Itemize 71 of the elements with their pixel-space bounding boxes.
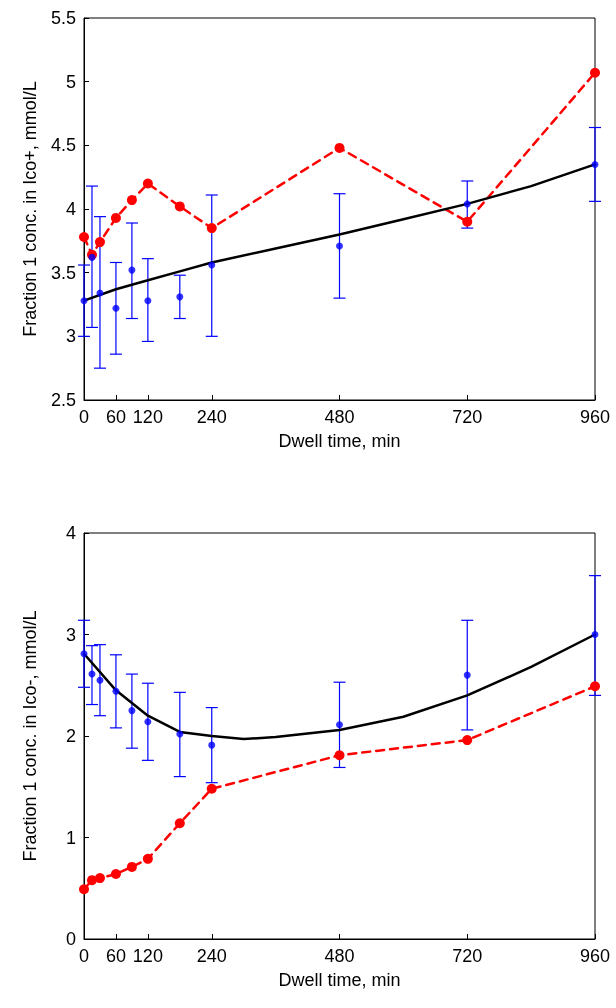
point bbox=[462, 216, 473, 227]
y-tick-label: 4 bbox=[65, 523, 76, 543]
point bbox=[144, 297, 152, 305]
point bbox=[79, 884, 89, 895]
x-tick-label: 120 bbox=[132, 946, 163, 966]
point bbox=[176, 730, 184, 738]
x-axis-title: Dwell time, min bbox=[278, 970, 401, 990]
point bbox=[590, 67, 600, 78]
point bbox=[142, 178, 153, 189]
x-axis-title: Dwell time, min bbox=[278, 431, 401, 451]
y-tick-label: 3 bbox=[65, 326, 76, 347]
point bbox=[590, 681, 600, 692]
point bbox=[463, 200, 471, 208]
y-axis-title: Fraction 1 conc. in Ico-, mmol/L bbox=[20, 610, 40, 862]
x-tick-label: 0 bbox=[78, 407, 90, 427]
y-tick-label: 2.5 bbox=[50, 390, 76, 410]
point bbox=[94, 873, 105, 884]
point bbox=[591, 631, 599, 638]
point bbox=[79, 232, 89, 243]
point bbox=[126, 195, 137, 206]
x-tick-label: 240 bbox=[196, 407, 227, 427]
point bbox=[80, 650, 88, 658]
y-axis-title: Fraction 1 conc. in Ico+, mmol/L bbox=[20, 81, 40, 337]
y-tick-label: 2 bbox=[65, 726, 76, 746]
x-tick-label: 720 bbox=[452, 946, 483, 966]
x-tick-label: 240 bbox=[196, 946, 227, 966]
point bbox=[176, 293, 184, 301]
point bbox=[110, 212, 121, 223]
x-tick-label: 60 bbox=[105, 946, 126, 966]
point bbox=[112, 304, 120, 312]
point bbox=[174, 818, 185, 829]
point bbox=[206, 223, 217, 234]
point bbox=[144, 718, 152, 726]
point bbox=[126, 861, 137, 872]
point bbox=[336, 242, 343, 250]
x-tick-label: 480 bbox=[324, 407, 355, 427]
point bbox=[463, 671, 471, 679]
x-tick-label: 720 bbox=[452, 407, 483, 427]
point bbox=[128, 707, 136, 715]
y-tick-label: 4 bbox=[65, 199, 76, 219]
y-tick-label: 4.5 bbox=[50, 135, 76, 156]
x-tick-label: 960 bbox=[579, 407, 611, 427]
point bbox=[334, 142, 345, 153]
y-tick-label: 5 bbox=[65, 71, 76, 92]
point bbox=[462, 735, 473, 746]
point bbox=[112, 687, 120, 695]
point bbox=[336, 721, 343, 729]
x-tick-label: 60 bbox=[105, 407, 126, 427]
point bbox=[86, 875, 97, 886]
point bbox=[128, 266, 136, 274]
y-tick-label: 3.5 bbox=[50, 262, 76, 283]
point bbox=[334, 750, 345, 761]
point bbox=[208, 261, 216, 269]
point bbox=[208, 741, 216, 749]
y-tick-label: 1 bbox=[65, 827, 76, 848]
y-tick-label: 3 bbox=[65, 624, 76, 645]
point bbox=[142, 853, 153, 864]
y-tick-label: 0 bbox=[65, 929, 76, 949]
x-tick-label: 960 bbox=[579, 946, 611, 966]
point bbox=[110, 869, 121, 880]
point bbox=[96, 676, 104, 684]
point bbox=[591, 160, 599, 168]
x-tick-label: 480 bbox=[324, 946, 355, 966]
point bbox=[88, 253, 96, 261]
point bbox=[206, 783, 217, 794]
y-tick-label: 5.5 bbox=[50, 8, 76, 28]
x-tick-label: 0 bbox=[78, 946, 90, 966]
point bbox=[174, 201, 185, 212]
x-tick-label: 120 bbox=[132, 407, 163, 427]
point bbox=[80, 297, 88, 305]
point bbox=[94, 237, 105, 248]
